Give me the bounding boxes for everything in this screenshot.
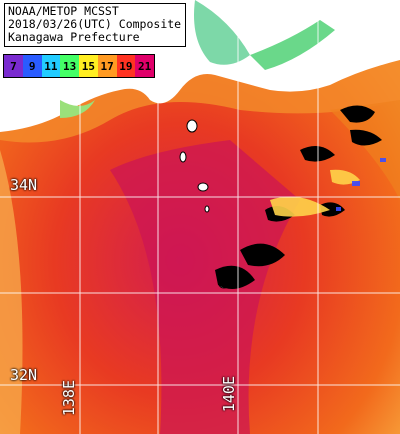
lat-label-34n: 34N [10, 176, 38, 194]
scale-cell: 21 [135, 55, 154, 77]
west-water [0, 150, 23, 434]
scale-cell: 11 [41, 55, 61, 77]
scale-cell: 7 [4, 55, 23, 77]
info-line-region: Kanagawa Prefecture [8, 30, 140, 44]
island [197, 182, 209, 192]
lon-label-140e: 140E [220, 376, 238, 413]
info-line-date: 2018/03/26(UTC) Composite [8, 17, 182, 31]
scale-cell: 15 [79, 55, 98, 77]
scale-cell: 9 [22, 55, 42, 77]
island [204, 205, 210, 213]
lat-label-32n: 32N [10, 366, 38, 384]
info-line-sensor: NOAA/METOP MCSST [8, 4, 119, 18]
island [179, 151, 187, 163]
lon-label-138e: 138E [60, 380, 78, 417]
map-info-box: NOAA/METOP MCSST 2018/03/26(UTC) Composi… [4, 3, 187, 47]
scale-cell: 17 [97, 55, 117, 77]
temperature-scale: 7 9 11 13 15 17 19 21 [3, 54, 155, 78]
scale-cell: 19 [116, 55, 136, 77]
tokyo-bay-water [194, 0, 250, 65]
scale-cell: 13 [60, 55, 79, 77]
cold-pixels [336, 158, 386, 211]
bay-shallow [60, 100, 95, 118]
east-water [330, 100, 400, 200]
island [186, 119, 198, 133]
cloud-edges [270, 169, 360, 217]
bay-east [250, 20, 335, 70]
